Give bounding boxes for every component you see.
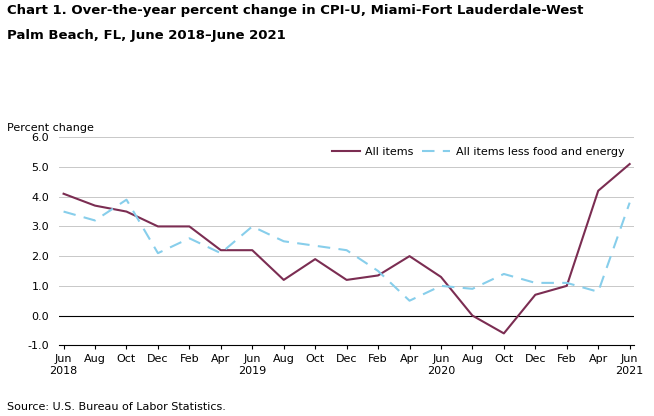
Text: Palm Beach, FL, June 2018–June 2021: Palm Beach, FL, June 2018–June 2021	[7, 29, 285, 42]
Text: Source: U.S. Bureau of Labor Statistics.: Source: U.S. Bureau of Labor Statistics.	[7, 402, 226, 412]
Text: Percent change: Percent change	[7, 123, 94, 133]
Legend: All items, All items less food and energy: All items, All items less food and energ…	[328, 143, 629, 162]
Text: Chart 1. Over-the-year percent change in CPI-U, Miami-Fort Lauderdale-West: Chart 1. Over-the-year percent change in…	[7, 4, 583, 17]
